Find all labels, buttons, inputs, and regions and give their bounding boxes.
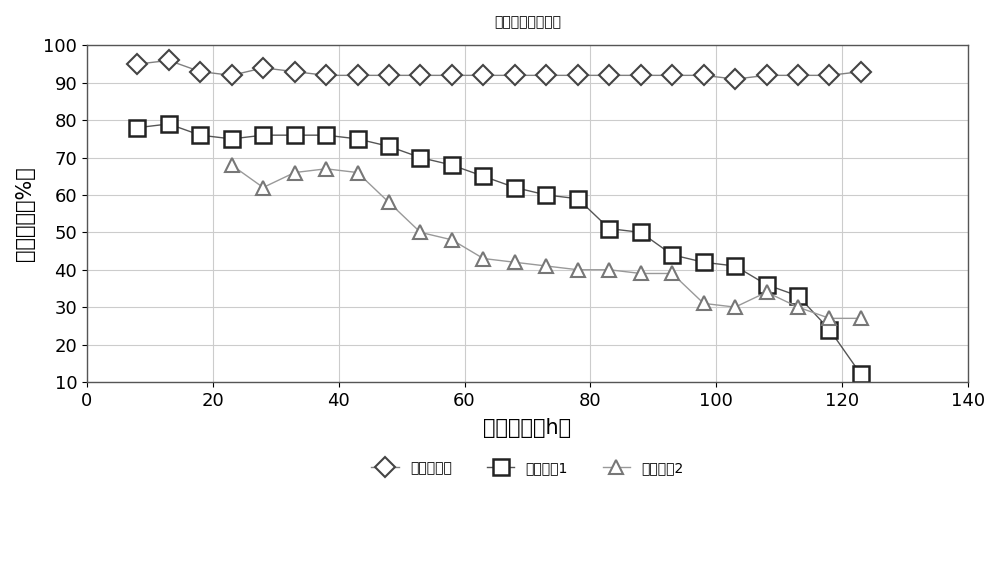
对比方案1: [698, 259, 710, 266]
对比方案2: [257, 184, 269, 191]
实施例方案: [289, 68, 301, 75]
对比方案1: [131, 124, 143, 131]
对比方案1: [729, 263, 741, 270]
对比方案2: [855, 315, 867, 322]
对比方案2: [603, 266, 615, 273]
对比方案2: [823, 315, 835, 322]
实施例方案: [823, 72, 835, 79]
Title: 乙酸丁酯处理效率: 乙酸丁酯处理效率: [494, 15, 561, 29]
Line: 对比方案2: 对比方案2: [225, 158, 868, 325]
对比方案1: [855, 371, 867, 378]
实施例方案: [383, 72, 395, 79]
Legend: 实施例方案, 对比方案1, 对比方案2: 实施例方案, 对比方案1, 对比方案2: [366, 456, 689, 481]
Line: 对比方案1: 对比方案1: [130, 116, 869, 382]
对比方案1: [603, 225, 615, 232]
对比方案2: [446, 236, 458, 243]
对比方案2: [352, 169, 364, 176]
对比方案2: [414, 229, 426, 236]
实施例方案: [855, 68, 867, 75]
对比方案2: [792, 304, 804, 310]
实施例方案: [131, 61, 143, 68]
X-axis label: 运行时间（h）: 运行时间（h）: [483, 418, 571, 438]
对比方案1: [761, 281, 773, 288]
Line: 实施例方案: 实施例方案: [130, 53, 868, 86]
实施例方案: [226, 72, 238, 79]
对比方案1: [257, 132, 269, 139]
对比方案2: [666, 270, 678, 277]
对比方案1: [226, 136, 238, 143]
对比方案1: [477, 173, 489, 180]
对比方案1: [289, 132, 301, 139]
实施例方案: [698, 72, 710, 79]
对比方案1: [635, 229, 647, 236]
实施例方案: [792, 72, 804, 79]
实施例方案: [163, 57, 175, 64]
对比方案2: [729, 304, 741, 310]
对比方案2: [477, 255, 489, 262]
实施例方案: [414, 72, 426, 79]
实施例方案: [194, 68, 206, 75]
实施例方案: [446, 72, 458, 79]
对比方案1: [792, 293, 804, 300]
对比方案2: [635, 270, 647, 277]
对比方案1: [823, 326, 835, 333]
对比方案2: [509, 259, 521, 266]
对比方案1: [540, 191, 552, 198]
对比方案1: [666, 251, 678, 258]
实施例方案: [320, 72, 332, 79]
对比方案2: [698, 300, 710, 307]
对比方案1: [352, 136, 364, 143]
对比方案1: [163, 121, 175, 128]
实施例方案: [666, 72, 678, 79]
实施例方案: [635, 72, 647, 79]
实施例方案: [477, 72, 489, 79]
实施例方案: [761, 72, 773, 79]
对比方案1: [320, 132, 332, 139]
对比方案2: [226, 162, 238, 168]
实施例方案: [509, 72, 521, 79]
对比方案1: [194, 132, 206, 139]
对比方案1: [446, 162, 458, 168]
实施例方案: [352, 72, 364, 79]
对比方案2: [320, 166, 332, 172]
对比方案1: [383, 143, 395, 150]
Y-axis label: 去除效率（%）: 去除效率（%）: [15, 166, 35, 261]
实施例方案: [603, 72, 615, 79]
对比方案2: [572, 266, 584, 273]
实施例方案: [257, 64, 269, 71]
对比方案1: [572, 196, 584, 202]
对比方案2: [383, 199, 395, 206]
对比方案1: [414, 154, 426, 161]
实施例方案: [729, 76, 741, 83]
对比方案2: [761, 289, 773, 296]
实施例方案: [540, 72, 552, 79]
对比方案1: [509, 184, 521, 191]
对比方案2: [289, 169, 301, 176]
实施例方案: [572, 72, 584, 79]
对比方案2: [540, 263, 552, 270]
